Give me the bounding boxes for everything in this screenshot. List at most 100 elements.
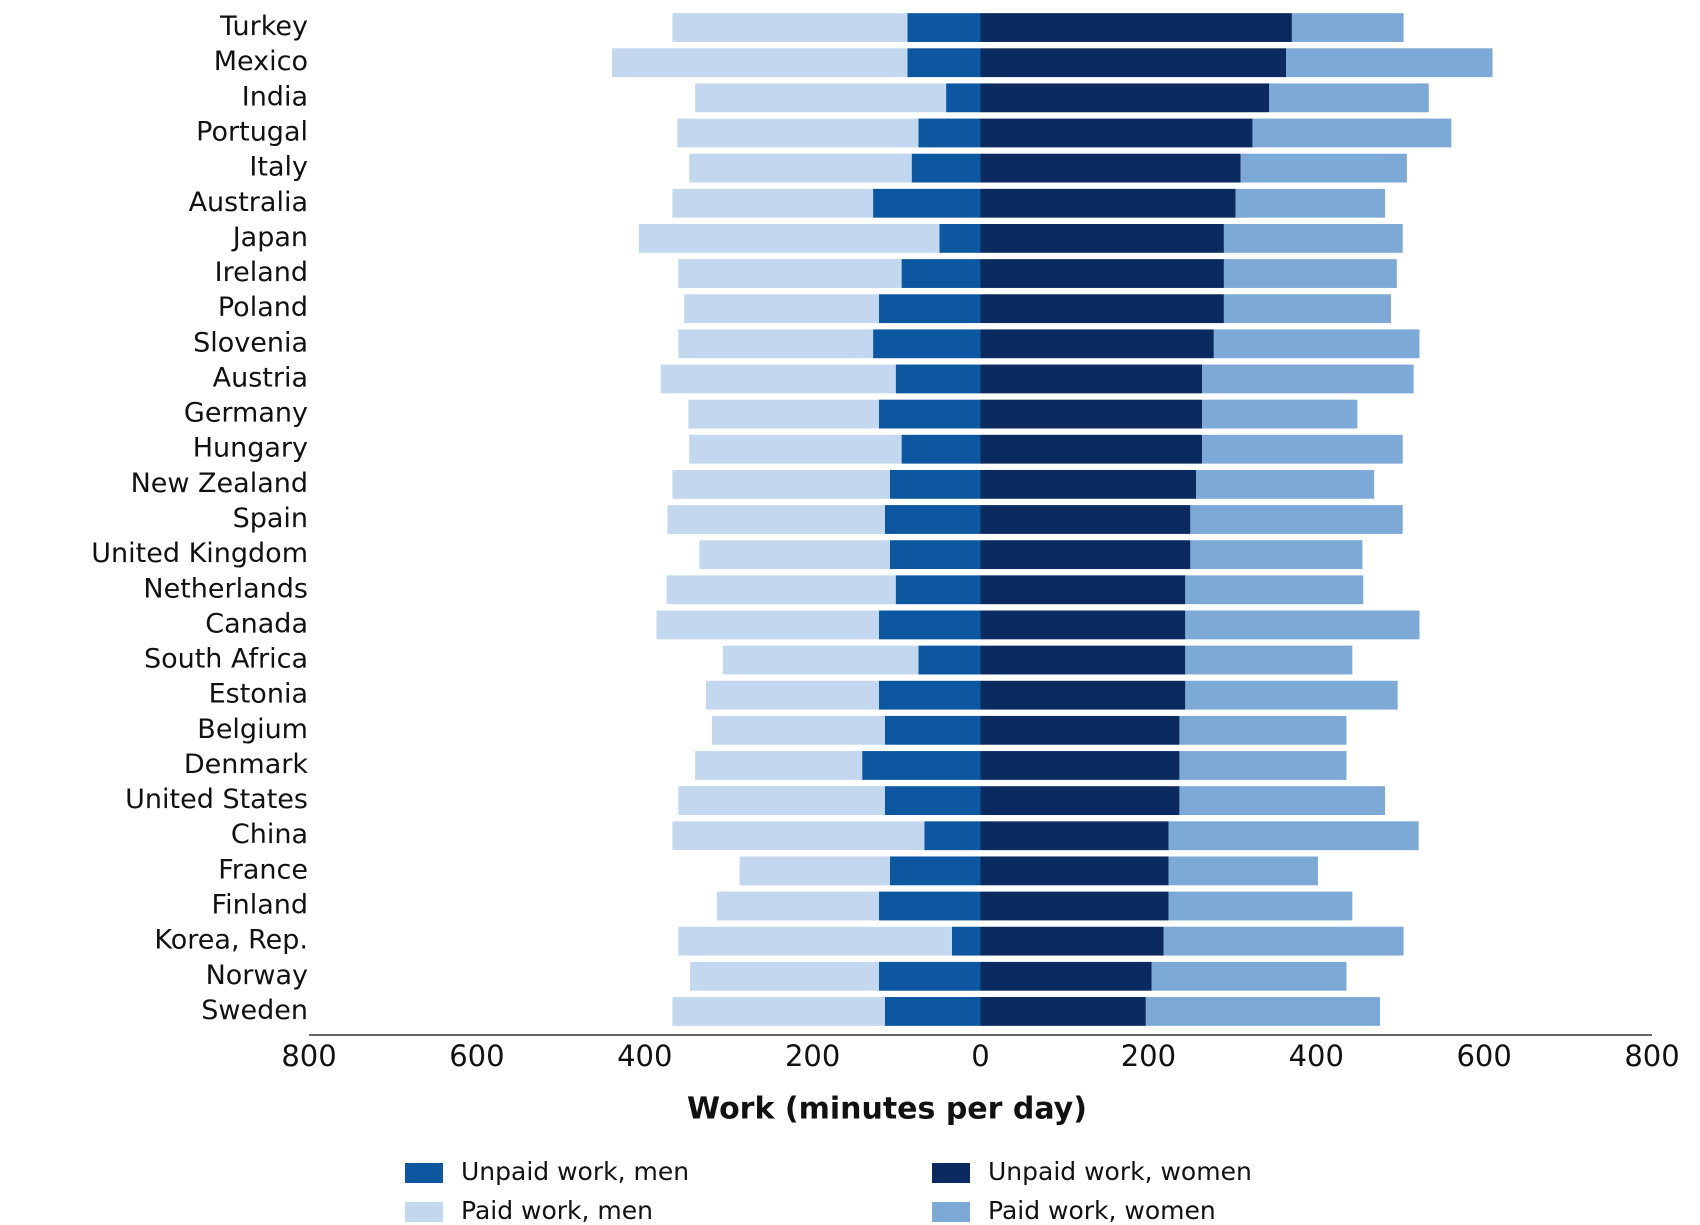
y-tick-label: Mexico: [214, 46, 308, 77]
y-tick-label: Poland: [218, 292, 308, 323]
bar-segment: [688, 399, 879, 429]
bar-segment: [889, 540, 981, 570]
bar-segment: [1145, 997, 1381, 1026]
bar-segment: [878, 891, 981, 921]
bar-segment: [889, 469, 981, 499]
y-tick-label: Finland: [212, 890, 308, 921]
bar-segment: [667, 505, 885, 534]
bar-segment: [699, 540, 890, 570]
bar-segment: [716, 891, 879, 921]
bar-segment: [878, 610, 981, 640]
bar-segment: [895, 364, 981, 394]
y-tick-label: Norway: [206, 960, 308, 991]
bar-segment: [1240, 153, 1407, 183]
bar-segment: [706, 680, 879, 710]
y-tick-label: France: [218, 854, 308, 885]
bar-segment: [980, 856, 1169, 886]
bar-segment: [878, 961, 981, 991]
bar-segment: [873, 188, 981, 218]
y-tick-label: Estonia: [209, 679, 308, 710]
bar-segment: [980, 329, 1214, 359]
bar-segment: [980, 188, 1236, 218]
bar-segment: [677, 118, 919, 148]
bar-segment: [678, 786, 885, 816]
bar-segment: [689, 434, 902, 464]
bar-segment: [1185, 645, 1353, 675]
bar-segment: [638, 223, 940, 253]
bar-segment: [980, 153, 1241, 183]
y-tick-label: Korea, Rep.: [154, 925, 308, 956]
bar-segment: [980, 715, 1180, 745]
bar-segment: [980, 83, 1270, 113]
bar-segment: [980, 610, 1186, 640]
bar-segment: [1223, 223, 1403, 253]
y-tick-label: India: [242, 81, 308, 112]
bar-segment: [884, 715, 981, 745]
bar-segment: [889, 856, 981, 886]
bar-segment: [1235, 188, 1386, 218]
bar-segment: [666, 575, 896, 605]
bar-segment: [1202, 399, 1358, 429]
legend-label: Unpaid work, women: [988, 1157, 1252, 1186]
y-tick-label: Austria: [213, 362, 308, 393]
bar-segment: [980, 680, 1186, 710]
bar-segment: [695, 83, 947, 113]
y-tick-label: Slovenia: [193, 327, 308, 358]
bar-segment: [980, 48, 1287, 78]
bar-segment: [924, 821, 981, 851]
bar-segment: [1168, 856, 1318, 886]
bar-segment: [1252, 118, 1452, 148]
bar-segment: [672, 13, 908, 42]
bar-segment: [672, 188, 874, 218]
bar-segment: [1190, 505, 1403, 534]
bar-segment: [1286, 48, 1493, 78]
bar-segment: [980, 751, 1180, 780]
y-tick-label: United Kingdom: [91, 538, 308, 569]
bar-segment: [873, 329, 981, 359]
bar-segment: [980, 891, 1169, 921]
bar-segment: [1168, 821, 1419, 851]
bar-segment: [1185, 575, 1364, 605]
bar-segment: [980, 13, 1292, 42]
x-axis-title: Work (minutes per day): [687, 1092, 1087, 1127]
bar-segment: [1223, 259, 1397, 288]
bar-segment: [884, 505, 981, 534]
y-tick-label: Portugal: [196, 116, 308, 147]
bar-segment: [907, 13, 981, 42]
y-tick-label: Germany: [184, 398, 308, 429]
y-tick-label: Ireland: [215, 257, 308, 288]
bar-segment: [918, 645, 981, 675]
bar-segment: [678, 329, 874, 359]
bar-segment: [980, 645, 1186, 675]
x-tick-label: 200: [1121, 1039, 1176, 1073]
bar-segment: [980, 434, 1203, 464]
bar-segment: [1163, 926, 1404, 956]
bar-segment: [1202, 364, 1414, 394]
bar-segment: [678, 259, 902, 288]
x-tick-label: 600: [449, 1039, 504, 1073]
bar-segment: [939, 223, 981, 253]
bar-segment: [739, 856, 890, 886]
y-tick-label: Sweden: [201, 995, 308, 1026]
bar-segment: [1179, 751, 1347, 780]
bar-segment: [980, 294, 1224, 324]
bar-segment: [1196, 469, 1375, 499]
x-tick-label: 800: [281, 1039, 336, 1073]
bar-segment: [660, 364, 896, 394]
y-tick-label: Turkey: [219, 11, 308, 42]
bar-segment: [1185, 680, 1398, 710]
x-tick-label: 400: [617, 1039, 672, 1073]
bar-segment: [1151, 961, 1347, 991]
x-tick-label: 600: [1456, 1039, 1511, 1073]
bar-segment: [980, 469, 1197, 499]
bar-segment: [656, 610, 879, 640]
bar-segment: [901, 434, 981, 464]
bar-segment: [980, 259, 1224, 288]
bar-segment: [878, 294, 981, 324]
bar-segment: [980, 786, 1180, 816]
y-tick-label: Japan: [231, 222, 308, 253]
bar-segment: [689, 153, 912, 183]
bar-segment: [980, 997, 1146, 1026]
x-tick-label: 400: [1289, 1039, 1344, 1073]
